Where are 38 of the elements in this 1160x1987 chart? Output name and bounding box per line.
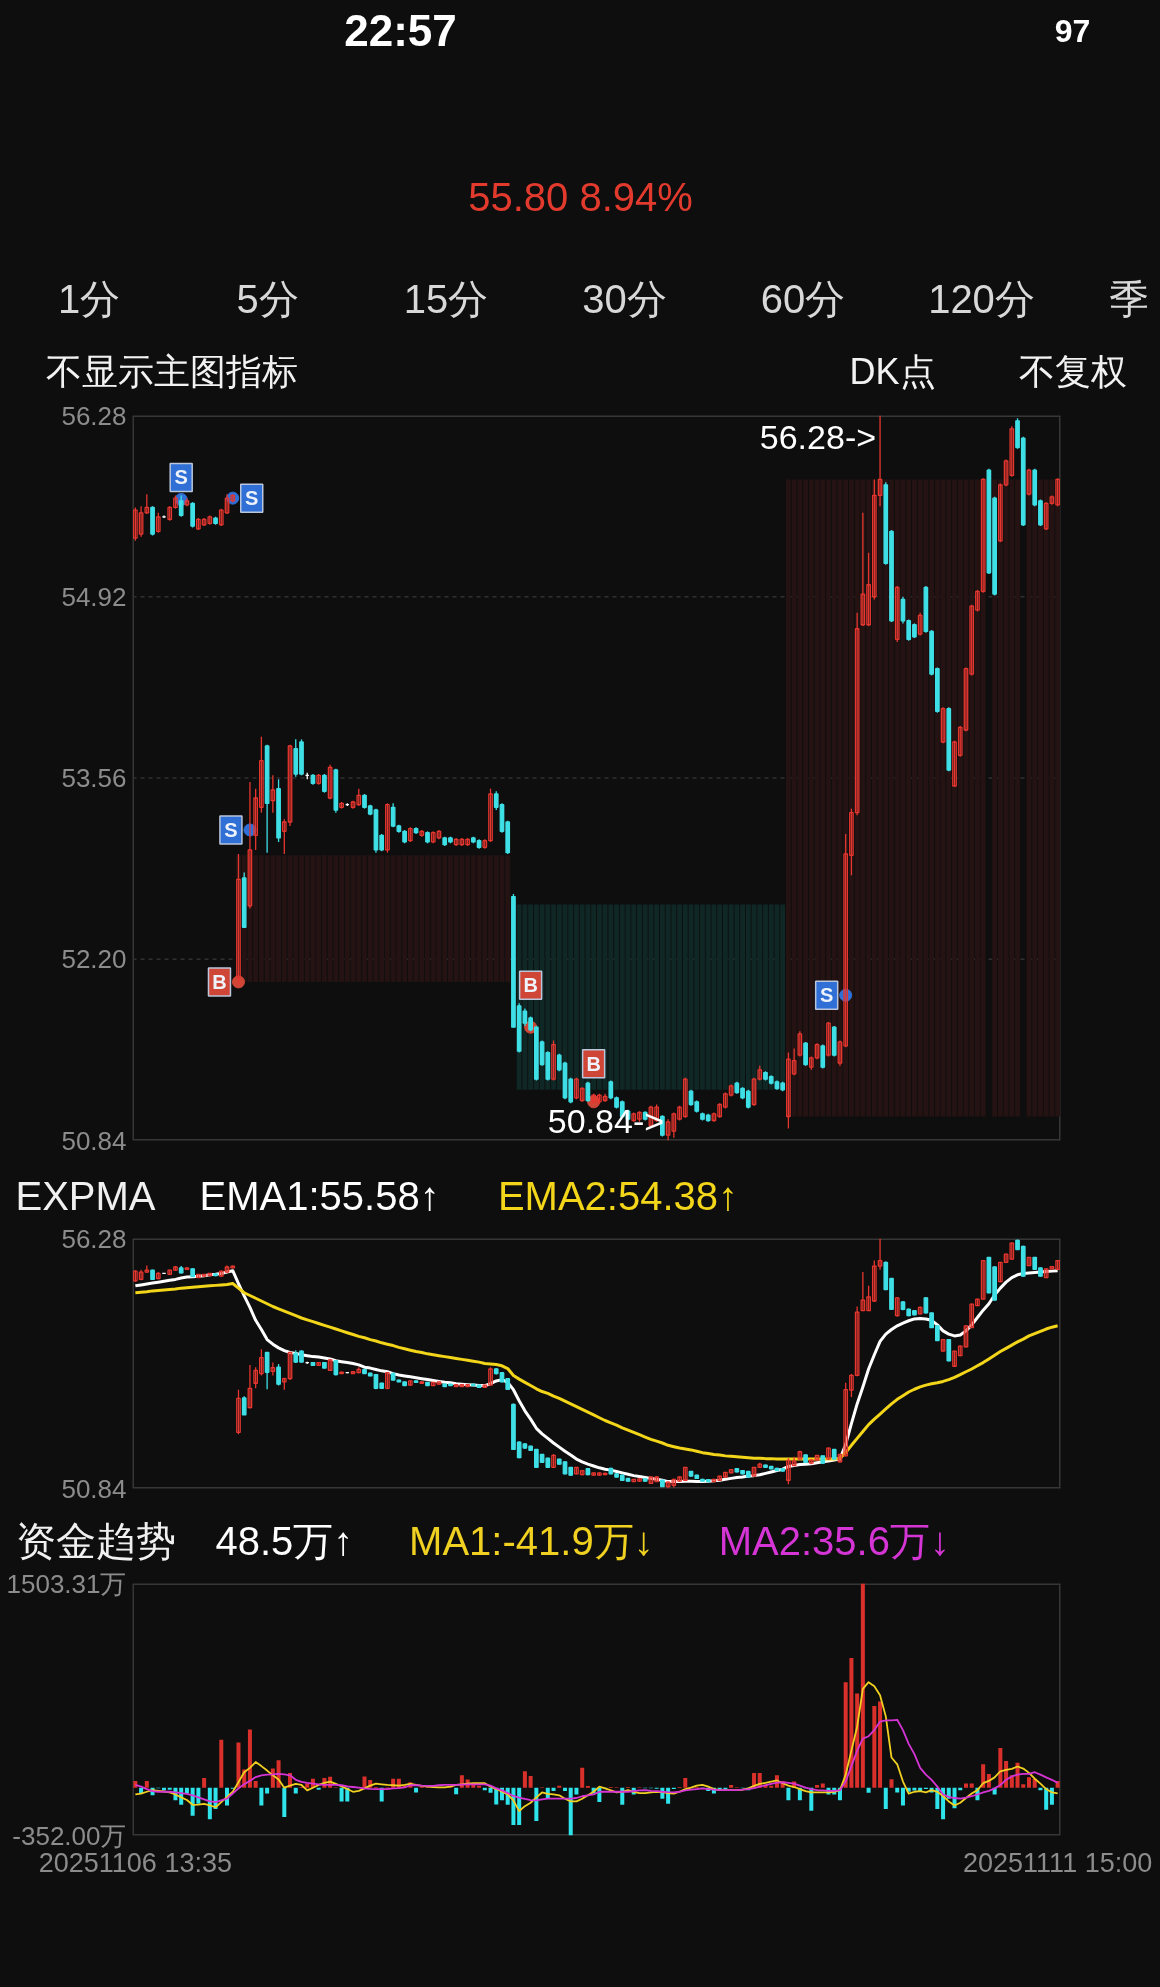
- y-tick-label: 56.28: [61, 400, 127, 431]
- text: 120分: [928, 276, 1035, 321]
- x-tick-label: 20251111 15:00: [963, 1847, 1153, 1878]
- data-label: S: [245, 487, 259, 510]
- y-tick-label: 53.56: [61, 763, 127, 793]
- text: EMA2:54.38↑: [497, 1173, 739, 1218]
- text: 60分: [760, 276, 846, 321]
- y-tick-label: 50.84: [61, 1473, 127, 1504]
- text: 30分: [582, 276, 667, 321]
- text: 不显示主图指标: [45, 351, 298, 392]
- text: 97: [1054, 12, 1091, 49]
- data-label: S: [224, 818, 238, 841]
- text: MA2:35.6万↓: [718, 1518, 950, 1563]
- y-tick-label: -352.00万: [12, 1820, 127, 1851]
- y-tick-label: 54.92: [61, 581, 127, 612]
- data-label: S: [174, 466, 188, 489]
- text: 48.5万↑: [215, 1518, 354, 1563]
- y-tick-label: 50.84: [61, 1125, 127, 1156]
- data-label: B: [586, 1052, 601, 1075]
- chart-title: 资金趋势: [15, 1518, 176, 1563]
- text: 季: [1108, 276, 1149, 321]
- text: 22:57: [344, 6, 457, 55]
- text: 1分: [57, 276, 121, 321]
- data-label: S: [820, 984, 834, 1007]
- text: 15分: [403, 276, 489, 321]
- series-label: EMA1:55.58↑: [199, 1173, 440, 1218]
- data-label: B: [212, 970, 227, 993]
- text: 5分: [236, 276, 299, 321]
- annotation: 56.28->: [759, 417, 877, 456]
- chart-title: EXPMA: [15, 1173, 156, 1218]
- text: MA1:-41.9万↓: [409, 1518, 654, 1563]
- y-tick-label: 56.28: [61, 1223, 127, 1254]
- text: 55.80 8.94%: [468, 174, 693, 219]
- y-tick-label: 52.20: [61, 944, 127, 975]
- y-tick-label: 1503.31万: [6, 1568, 127, 1599]
- text: DK点: [849, 351, 936, 392]
- data-label: B: [523, 974, 538, 997]
- text: 不复权: [1018, 351, 1127, 392]
